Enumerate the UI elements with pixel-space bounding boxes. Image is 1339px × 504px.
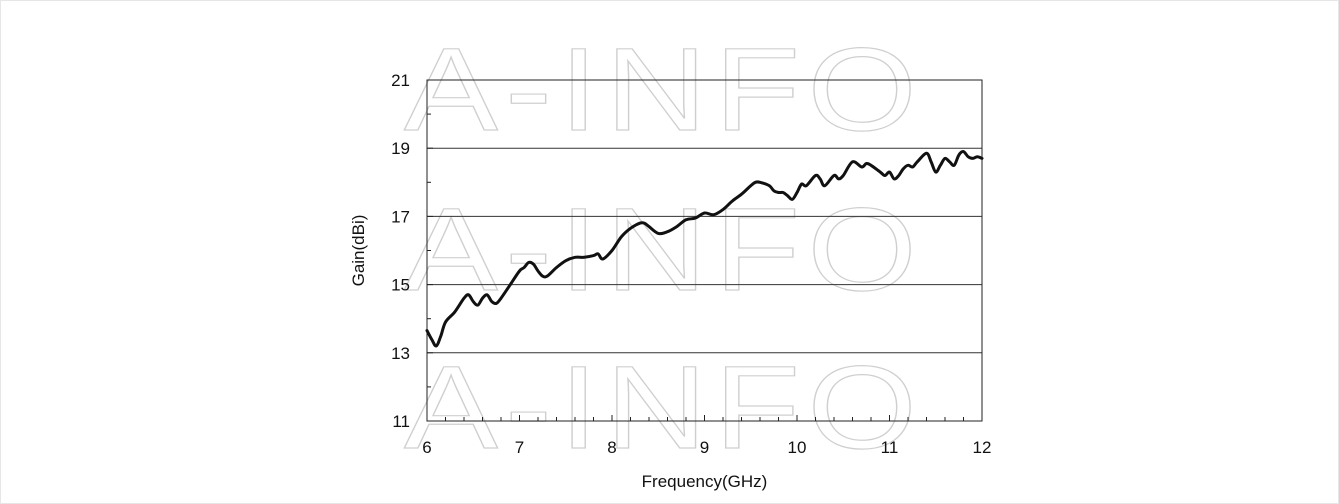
x-tick-label: 8 bbox=[607, 438, 616, 457]
watermark-text: A-INFO bbox=[404, 184, 924, 316]
y-tick-label: 21 bbox=[391, 71, 410, 90]
y-tick-label: 15 bbox=[391, 276, 410, 295]
x-tick-label: 12 bbox=[973, 438, 992, 457]
x-tick-labels: 6 7 8 9 10 11 12 bbox=[422, 438, 991, 457]
x-tick-label: 10 bbox=[788, 438, 807, 457]
y-tick-label: 17 bbox=[391, 207, 410, 226]
y-tick-labels: 11 13 15 17 19 21 bbox=[391, 71, 410, 431]
watermark-text: A-INFO bbox=[404, 342, 924, 474]
x-tick-label: 9 bbox=[700, 438, 709, 457]
gridlines bbox=[427, 147, 982, 354]
y-axis-label: Gain(dBi) bbox=[349, 215, 368, 287]
x-tick-label: 6 bbox=[422, 438, 431, 457]
y-tick-label: 11 bbox=[392, 412, 410, 431]
y-tick-label: 13 bbox=[391, 344, 410, 363]
y-tick-label: 19 bbox=[391, 139, 410, 158]
watermark-layer: A-INFO A-INFO A-INFO bbox=[403, 23, 924, 474]
gain-series-line bbox=[425, 150, 984, 348]
x-tick-label: 11 bbox=[881, 438, 899, 457]
axis-ticks bbox=[426, 79, 983, 422]
x-axis-label: Frequency(GHz) bbox=[642, 472, 768, 491]
x-tick-label: 7 bbox=[515, 438, 524, 457]
watermark-text: A-INFO bbox=[404, 24, 924, 156]
